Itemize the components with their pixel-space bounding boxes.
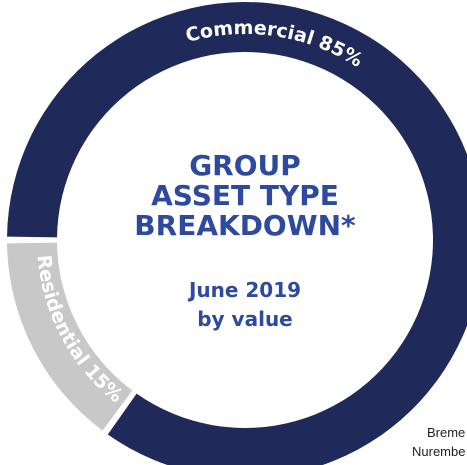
subtitle-line: by value bbox=[197, 307, 293, 331]
donut-segment bbox=[7, 242, 133, 431]
subtitle-line: June 2019 bbox=[187, 278, 301, 302]
title-line: BREAKDOWN* bbox=[134, 209, 356, 242]
footer-fragment: Nurembe bbox=[412, 444, 465, 459]
footer-fragment: Breme bbox=[427, 425, 465, 440]
title-line: ASSET TYPE bbox=[151, 179, 339, 212]
title-line: GROUP bbox=[189, 149, 301, 182]
